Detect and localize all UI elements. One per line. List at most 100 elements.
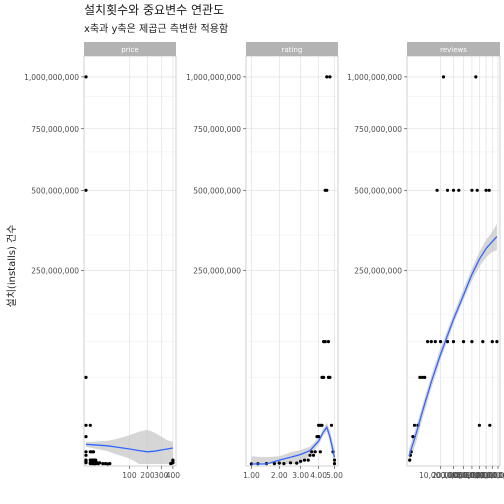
- x-tick-label: 5.00: [326, 471, 343, 480]
- data-point: [320, 423, 324, 427]
- y-tick-label: 750,000,000: [354, 125, 402, 134]
- data-point: [317, 435, 321, 439]
- x-tick-label: 400: [166, 471, 181, 480]
- y-tick-label: 500,000,000: [354, 186, 402, 195]
- smooth-line-price: [85, 443, 174, 453]
- data-point: [408, 458, 412, 462]
- y-tick-label: 500,000,000: [31, 186, 79, 195]
- data-point: [433, 340, 437, 344]
- data-point: [423, 375, 427, 379]
- x-tick-label: 300: [154, 471, 169, 480]
- data-point: [457, 188, 461, 192]
- x-tick-label: 200: [140, 471, 155, 480]
- x-tick-label: 100: [122, 471, 137, 480]
- data-point: [451, 188, 456, 192]
- y-tick-label: 500,000,000: [193, 186, 241, 195]
- data-point: [306, 458, 310, 462]
- data-point: [474, 75, 478, 79]
- data-point: [310, 450, 314, 454]
- data-point: [84, 461, 88, 465]
- smooth-ribbon-rating: [251, 422, 335, 464]
- y-tick-label: 1,000,000,000: [186, 73, 241, 82]
- data-point: [488, 423, 492, 427]
- data-point: [435, 188, 439, 192]
- data-point: [326, 340, 330, 344]
- data-point: [475, 188, 479, 192]
- data-point: [272, 462, 276, 466]
- data-point: [426, 340, 430, 344]
- data-point: [325, 75, 329, 79]
- data-point: [420, 375, 424, 379]
- data-point: [288, 461, 293, 465]
- y-tick-label: 250,000,000: [354, 266, 402, 275]
- data-point: [332, 462, 337, 466]
- data-point: [477, 423, 481, 427]
- data-point: [470, 188, 474, 192]
- data-point: [299, 459, 303, 463]
- data-point: [318, 450, 322, 454]
- data-point: [322, 375, 326, 379]
- chart-title: 설치횟수와 중요변수 연관도: [84, 3, 224, 17]
- data-point: [94, 458, 98, 462]
- data-point: [411, 435, 415, 439]
- facet-strip-reviews: [407, 42, 500, 56]
- data-point: [308, 453, 312, 457]
- x-tick-label: 40,000,000: [450, 471, 493, 480]
- data-point: [332, 458, 337, 462]
- data-point: [329, 423, 334, 427]
- data-point: [277, 461, 281, 465]
- smooth-line-rating: [251, 425, 336, 465]
- data-point: [470, 340, 474, 344]
- x-tick-label: 20,000,000: [432, 471, 475, 480]
- x-tick-label: 2.00: [271, 471, 288, 480]
- smooth-ribbon-price: [86, 429, 173, 464]
- data-point: [418, 375, 422, 379]
- x-tick-label: 60,000,000: [465, 471, 504, 480]
- panel-reviews: reviews 250,000,000 500,000,000 750,000,000…: [347, 42, 504, 480]
- data-point: [313, 450, 317, 454]
- smooth-ribbon-reviews: [409, 223, 497, 464]
- x-tick-label: 1.00: [243, 471, 260, 480]
- x-tick-label: 10,000,000: [419, 471, 462, 480]
- data-point: [490, 340, 494, 344]
- data-point: [108, 462, 112, 466]
- data-point: [461, 340, 466, 344]
- data-point: [438, 340, 443, 344]
- y-axis-label: 설치(installs) 건수: [6, 225, 18, 308]
- y-tick-label: 750,000,000: [31, 125, 79, 134]
- data-point: [412, 423, 417, 427]
- data-point: [84, 423, 88, 427]
- data-point: [84, 75, 88, 79]
- facet-label-rating: rating: [282, 46, 303, 54]
- x-tick-label: 30,000,000: [442, 471, 485, 480]
- chart-subtitle: x축과 y축은 제곱근 측변한 적용함: [84, 23, 228, 35]
- data-point: [495, 340, 499, 344]
- y-tick-label: 1,000,000,000: [24, 73, 79, 82]
- panels: price 250,000,000 500,000,000 750,000,000 1,…: [24, 42, 504, 480]
- data-point: [325, 188, 329, 192]
- data-point: [84, 188, 88, 192]
- x-tick-label: 70,000,000: [471, 471, 504, 480]
- data-point: [328, 375, 332, 379]
- facet-strip-rating: [246, 42, 338, 56]
- y-tick-label: 250,000,000: [31, 266, 79, 275]
- panel-rating: rating 250,000,000 500,000,000 750,000,000 1…: [186, 42, 343, 480]
- data-point: [98, 461, 102, 465]
- plot-area-rating: [245, 55, 339, 467]
- facet-strip-price: [84, 42, 176, 56]
- x-tick-label: 50,000,000: [458, 471, 501, 480]
- panel-price: price 250,000,000 500,000,000 750,000,000 1,…: [24, 42, 180, 480]
- data-point: [429, 340, 433, 344]
- data-point: [84, 450, 88, 454]
- data-point: [84, 435, 88, 439]
- data-point: [84, 375, 88, 379]
- data-point: [323, 340, 327, 344]
- data-point: [169, 462, 173, 466]
- smooth-line-reviews: [408, 236, 498, 457]
- data-point: [451, 340, 456, 344]
- x-tick-label: 3.00: [292, 471, 309, 480]
- data-point: [328, 75, 332, 79]
- facet-label-price: price: [121, 46, 138, 54]
- plot-area-price: [83, 55, 177, 467]
